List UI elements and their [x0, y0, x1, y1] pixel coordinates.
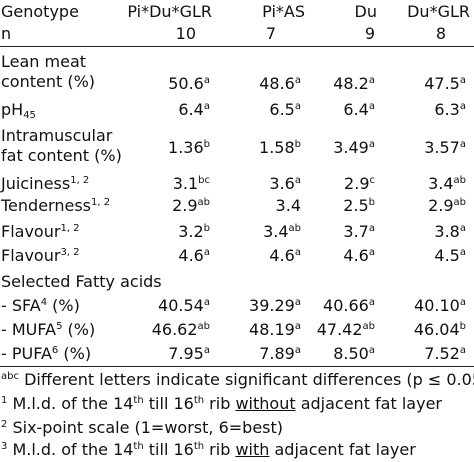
row-label: Tenderness1, 2	[1, 196, 111, 215]
table-row: Lean meat content (%) 50.6a 48.6a 48.2a …	[0, 52, 474, 94]
n-value: 10	[175, 24, 196, 43]
n-row: n 10 7 9 8	[0, 24, 474, 44]
footnote-3: 3 M.l.d. of the 14th till 16th rib with …	[1, 440, 416, 459]
table-cell: 40.54a	[158, 296, 210, 315]
row-label: Juiciness1, 2	[1, 174, 90, 193]
table-cell: 3.2b	[178, 222, 210, 241]
section-heading-row: Selected Fatty acids	[0, 272, 474, 292]
table-cell: 3.1bc	[172, 174, 210, 193]
table-cell: 3.49a	[333, 138, 375, 157]
table-cell: 40.10a	[414, 296, 466, 315]
row-label-line: fat content (%)	[1, 146, 122, 165]
n-value: 9	[364, 24, 375, 43]
col-header-du: Du	[354, 2, 377, 21]
header-rule	[0, 46, 474, 47]
row-label: Flavour3, 2	[1, 246, 80, 265]
table-cell: 6.3a	[434, 100, 466, 119]
col-header-du-glr: Du*GLR	[407, 2, 470, 21]
header-row: Genotype Pi*Du*GLR Pi*AS Du Du*GLR	[0, 2, 474, 22]
row-label: Flavour1, 2	[1, 222, 80, 241]
table-row: - MUFA5 (%) 46.62ab 48.19a 47.42ab 46.04…	[0, 320, 474, 340]
row-label-line: content (%)	[1, 72, 96, 91]
row-label: - PUFA6 (%)	[1, 344, 92, 363]
n-value: 7	[265, 24, 276, 43]
col-header-pi-du-glr: Pi*Du*GLR	[127, 2, 212, 21]
table-cell: 3.6a	[269, 174, 301, 193]
row-label: pH45	[1, 100, 36, 121]
table-bottom-rule	[0, 366, 474, 367]
genotype-header: Genotype	[1, 2, 79, 21]
table-cell: 7.52a	[424, 344, 466, 363]
table-cell: 7.89a	[259, 344, 301, 363]
table-cell: 48.2a	[333, 74, 375, 93]
table-cell: 1.58b	[259, 138, 301, 157]
col-header-pi-as: Pi*AS	[262, 2, 305, 21]
row-label: - SFA4 (%)	[1, 296, 80, 315]
table-cell: 3.4	[275, 196, 301, 215]
table-cell: 1.36b	[168, 138, 210, 157]
table-cell: 2.9ab	[172, 196, 210, 215]
table-cell: 46.04b	[413, 320, 466, 339]
n-header: n	[1, 24, 12, 43]
table-cell: 6.4a	[343, 100, 375, 119]
table-cell: 3.4ab	[428, 174, 466, 193]
table-row: Tenderness1, 2 2.9ab 3.4 2.5b 2.9ab	[0, 196, 474, 216]
section-heading: Selected Fatty acids	[1, 272, 162, 291]
table-row: - SFA4 (%) 40.54a 39.29a 40.66a 40.10a	[0, 296, 474, 316]
table-cell: 6.5a	[269, 100, 301, 119]
table-cell: 2.9ab	[428, 196, 466, 215]
row-label: Intramuscular fat content (%)	[1, 126, 122, 166]
table-cell: 47.5a	[424, 74, 466, 93]
table-row: Juiciness1, 2 3.1bc 3.6a 2.9c 3.4ab	[0, 174, 474, 194]
table-cell: 3.7a	[343, 222, 375, 241]
table-row: Flavour3, 2 4.6a 4.6a 4.6a 4.5a	[0, 246, 474, 266]
table-cell: 3.8a	[434, 222, 466, 241]
table-cell: 40.66a	[323, 296, 375, 315]
table-cell: 39.29a	[249, 296, 301, 315]
row-label-line: Lean meat	[1, 52, 87, 71]
row-label: Lean meat content (%)	[1, 52, 95, 92]
table-row: Flavour1, 2 3.2b 3.4ab 3.7a 3.8a	[0, 222, 474, 242]
table-cell: 6.4a	[178, 100, 210, 119]
table-cell: 4.6a	[343, 246, 375, 265]
table-cell: 4.5a	[434, 246, 466, 265]
table-cell: 3.57a	[424, 138, 466, 157]
table-cell: 8.50a	[333, 344, 375, 363]
table-row: pH45 6.4a 6.5a 6.4a 6.3a	[0, 100, 474, 121]
table-cell: 4.6a	[269, 246, 301, 265]
table-cell: 50.6a	[168, 74, 210, 93]
row-label-line: Intramuscular	[1, 126, 113, 145]
table-cell: 46.62ab	[151, 320, 210, 339]
footnote-abc: abc Different letters indicate significa…	[1, 370, 474, 389]
footnote-1: 1 M.l.d. of the 14th till 16th rib witho…	[1, 394, 442, 413]
table-cell: 47.42ab	[316, 320, 375, 339]
table-cell: 3.4ab	[263, 222, 301, 241]
table-row: - PUFA6 (%) 7.95a 7.89a 8.50a 7.52a	[0, 344, 474, 364]
table-row: Intramuscular fat content (%) 1.36b 1.58…	[0, 126, 474, 168]
table-cell: 2.5b	[343, 196, 375, 215]
table-cell: 48.19a	[249, 320, 301, 339]
row-label: - MUFA5 (%)	[1, 320, 96, 339]
n-value: 8	[435, 24, 446, 43]
table-cell: 2.9c	[344, 174, 375, 193]
table-cell: 4.6a	[178, 246, 210, 265]
table-cell: 48.6a	[259, 74, 301, 93]
footnote-2: 2 Six-point scale (1=worst, 6=best)	[1, 418, 284, 437]
table-cell: 7.95a	[168, 344, 210, 363]
